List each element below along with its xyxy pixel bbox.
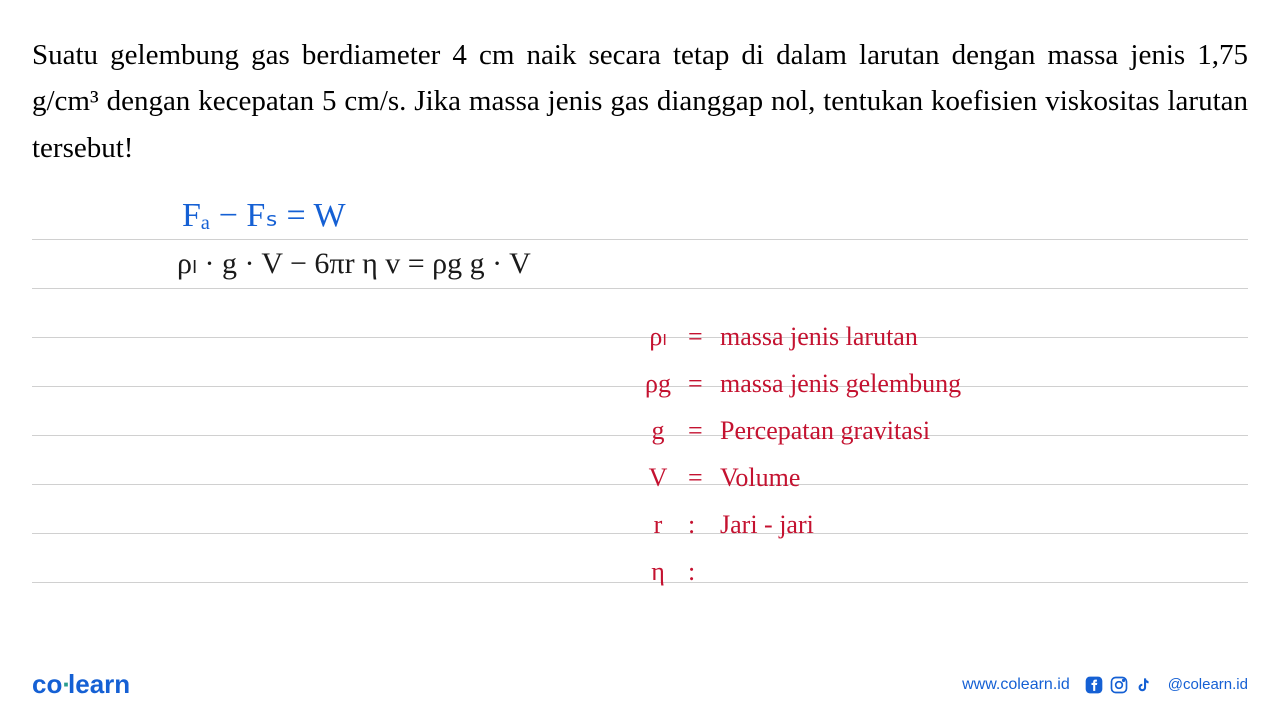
instagram-icon[interactable] — [1109, 675, 1129, 695]
website-url[interactable]: www.colearn.id — [962, 676, 1070, 694]
line-1: Fₐ − Fₛ = W — [32, 191, 1248, 240]
legend-def: Volume — [720, 456, 961, 500]
footer-right: www.colearn.id @colearn.id — [962, 675, 1248, 695]
legend-sym: ρₗ — [640, 315, 676, 359]
legend-sym: g — [640, 409, 676, 453]
facebook-icon[interactable] — [1084, 675, 1104, 695]
problem-statement: Suatu gelembung gas berdiameter 4 cm nai… — [0, 0, 1280, 183]
legend-equals: = — [688, 362, 708, 406]
footer: co·learn www.colearn.id @colearn.id — [0, 669, 1280, 700]
equation-expanded: ρₗ · g · V − 6πr η v = ρg g · V — [177, 246, 531, 281]
brand-learn: learn — [68, 669, 130, 699]
legend-equals: = — [688, 456, 708, 500]
legend-row-rho-g: ρg = massa jenis gelembung — [640, 362, 961, 409]
legend-sym: ρg — [640, 362, 676, 406]
legend-row-rho-l: ρₗ = massa jenis larutan — [640, 315, 961, 362]
legend-sym: η — [640, 550, 676, 594]
legend-row-r: r : Jari - jari — [640, 503, 961, 550]
brand-co: co — [32, 669, 62, 699]
legend-sym: V — [640, 456, 676, 500]
social-icons — [1084, 675, 1154, 695]
work-area: Fₐ − Fₛ = W ρₗ · g · V − 6πr η v = ρg g … — [0, 191, 1280, 583]
tiktok-icon[interactable] — [1134, 675, 1154, 695]
brand-logo: co·learn — [32, 669, 130, 700]
symbol-legend: ρₗ = massa jenis larutan ρg = massa jeni… — [640, 315, 961, 597]
legend-equals: = — [688, 409, 708, 453]
legend-def: Percepatan gravitasi — [720, 409, 961, 453]
legend-equals: : — [688, 503, 708, 547]
legend-def: Jari - jari — [720, 503, 961, 547]
equation-force-balance: Fₐ − Fₛ = W — [182, 195, 346, 235]
legend-sym: r — [640, 503, 676, 547]
legend-equals: = — [688, 315, 708, 359]
legend-def: massa jenis larutan — [720, 315, 961, 359]
line-2: ρₗ · g · V − 6πr η v = ρg g · V — [32, 240, 1248, 289]
legend-row-v: V = Volume — [640, 456, 961, 503]
legend-equals: : — [688, 550, 708, 594]
social-handle[interactable]: @colearn.id — [1168, 676, 1248, 693]
legend-def: massa jenis gelembung — [720, 362, 961, 406]
legend-row-g: g = Percepatan gravitasi — [640, 409, 961, 456]
legend-row-eta: η : — [640, 550, 961, 597]
